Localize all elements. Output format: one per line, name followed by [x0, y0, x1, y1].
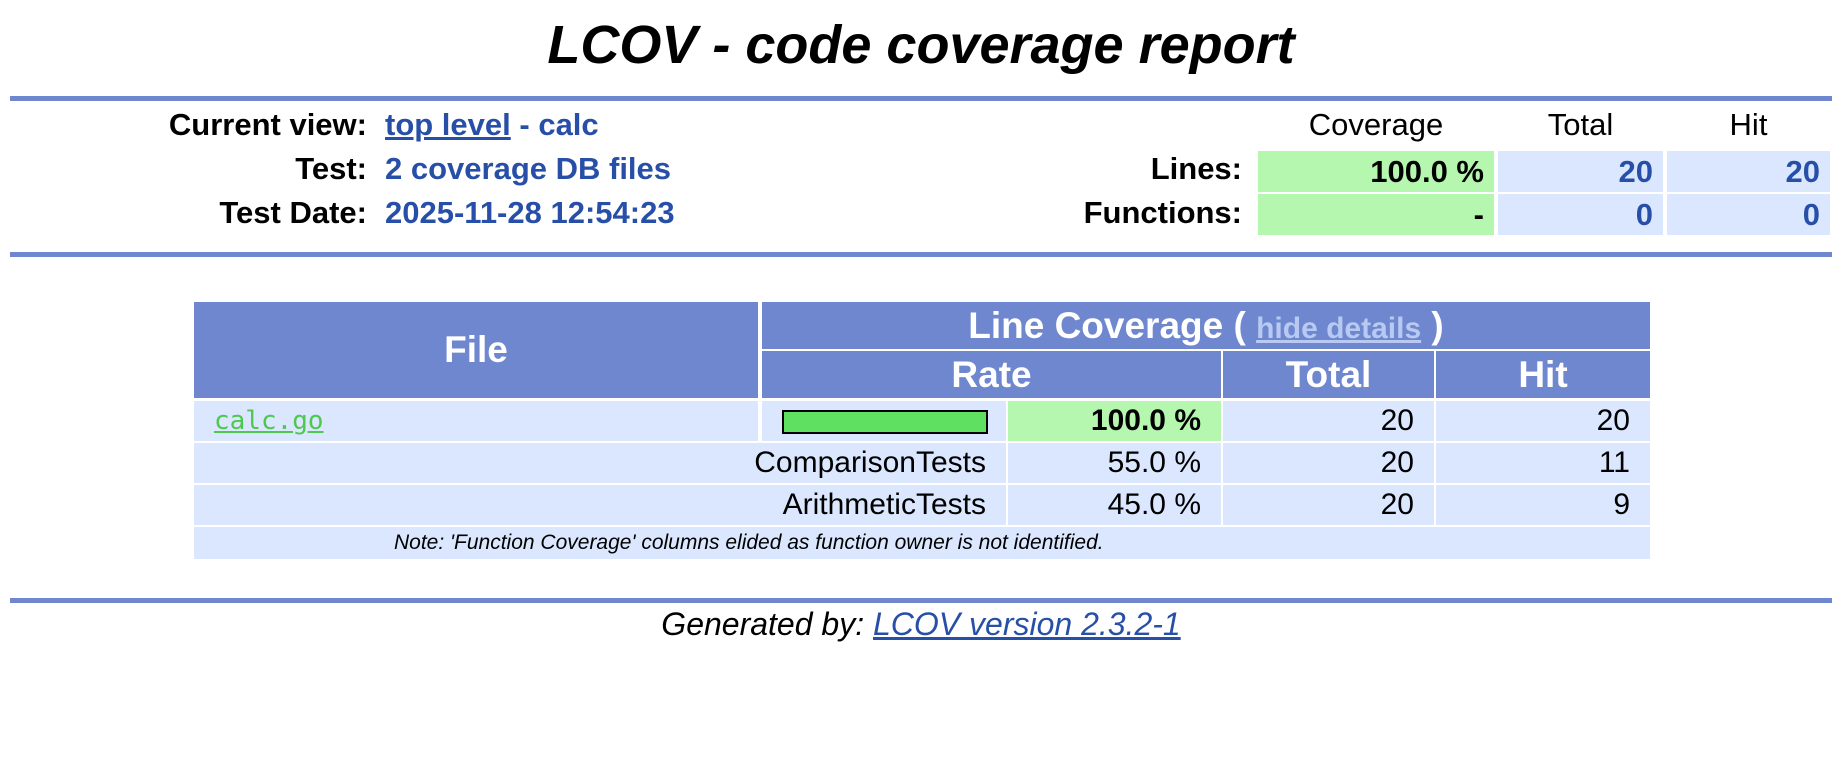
- text: - calc: [519, 107, 599, 142]
- label: Lines:: [1150, 151, 1242, 186]
- hit: 0: [1667, 194, 1830, 235]
- hit: 20: [1667, 151, 1830, 192]
- column-header: Hit: [1436, 351, 1650, 398]
- total: 20: [1223, 485, 1434, 525]
- rate: 55.0 %: [1008, 443, 1221, 483]
- test-name: ArithmeticTests: [194, 485, 1006, 525]
- value: 2 coverage DB files: [385, 151, 672, 186]
- label: Current view:: [168, 107, 367, 142]
- link[interactable]: hide details: [1256, 312, 1422, 345]
- value: 2025-11-28 12:54:23: [385, 195, 675, 230]
- link[interactable]: top level: [385, 107, 511, 142]
- rule: [10, 598, 1832, 603]
- coverage-bar: [784, 412, 986, 432]
- hit: 9: [1436, 485, 1650, 525]
- total: 20: [1223, 401, 1434, 441]
- total: 0: [1498, 194, 1663, 235]
- total: 20: [1223, 443, 1434, 483]
- column-header: Total: [1223, 351, 1434, 398]
- link[interactable]: LCOV version 2.3.2-1: [872, 606, 1181, 642]
- bar-track: [782, 410, 988, 434]
- note: Note: 'Function Coverage' columns elided…: [194, 527, 1650, 559]
- label: Test:: [295, 151, 367, 186]
- value: top level - calc: [385, 107, 599, 143]
- column-header: Rate: [762, 351, 1221, 398]
- hit: 20: [1436, 401, 1650, 441]
- hit: 11: [1436, 443, 1650, 483]
- text: Generated by:: [661, 606, 865, 642]
- column-header: Hit: [1729, 107, 1768, 142]
- text: ): [1431, 305, 1444, 346]
- total: 20: [1498, 151, 1663, 192]
- column-header: Coverage: [1308, 107, 1444, 142]
- title: LCOV - code coverage report: [547, 15, 1295, 75]
- label: Functions:: [1083, 195, 1242, 230]
- link[interactable]: calc.go: [214, 406, 324, 436]
- text: Line Coverage (: [968, 305, 1246, 346]
- rule: [10, 96, 1832, 101]
- bar-cell: [762, 401, 1006, 441]
- coverage: -: [1258, 194, 1494, 235]
- rule: [10, 252, 1832, 257]
- rate: 100.0 %: [1008, 401, 1221, 441]
- rate: 45.0 %: [1008, 485, 1221, 525]
- column-header: Total: [1547, 107, 1614, 142]
- label: Test Date:: [219, 195, 367, 230]
- footer: Generated by: LCOV version 2.3.2-1: [0, 606, 1842, 643]
- test-name: ComparisonTests: [194, 443, 1006, 483]
- column-header: Line Coverage ( hide details ): [762, 302, 1650, 349]
- coverage: 100.0 %: [1258, 151, 1494, 192]
- column-header: File: [194, 302, 758, 398]
- file-cell: calc.go: [194, 401, 758, 441]
